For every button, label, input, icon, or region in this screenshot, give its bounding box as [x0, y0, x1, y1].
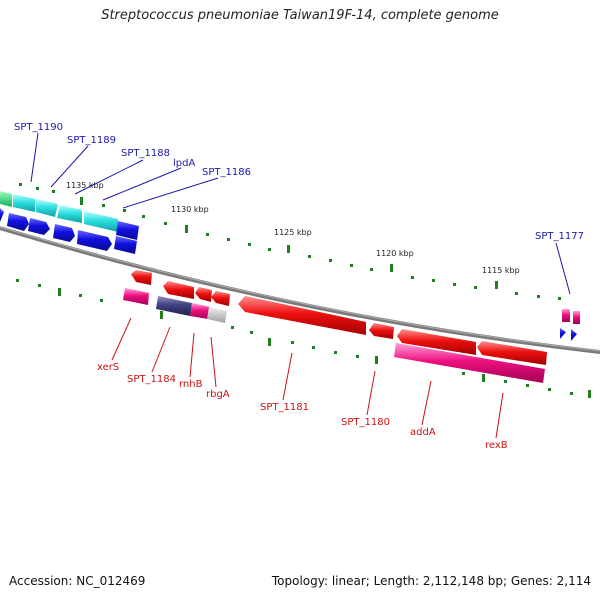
gene-label-spt-1180: SPT_1180 [341, 417, 390, 428]
genome-backbone [0, 226, 600, 354]
gene-label-spt-1190: SPT_1190 [14, 122, 63, 133]
upper-tick-row [19, 183, 561, 300]
scale-label-1130: 1130 kbp [171, 205, 209, 214]
gene-label-spt-1189: SPT_1189 [67, 135, 116, 146]
spt-1177-genes [562, 309, 580, 324]
gene-label-rnhb: rnhB [179, 379, 203, 390]
gene-label-rbga: rbgA [206, 389, 230, 400]
gene-label-spt-1181: SPT_1181 [260, 402, 309, 413]
map-title: Streptococcus pneumoniae Taiwan19F-14, c… [101, 8, 499, 23]
gene-label-spt-1177: SPT_1177 [535, 231, 584, 242]
plus-leader-lines [30, 132, 571, 295]
gene-label-spt-1188: SPT_1188 [121, 148, 170, 159]
footer-topology: Topology: linear; Length: 2,112,148 bp; … [271, 574, 591, 588]
gene-label-adda: addA [410, 427, 436, 438]
plus-strand-highlight-row [0, 191, 118, 232]
gene-label-xers: xerS [97, 362, 119, 373]
gene-label-spt-1186: SPT_1186 [202, 167, 251, 178]
scale-label-1120: 1120 kbp [376, 249, 414, 258]
scale-label-1135: 1135 kbp [66, 181, 104, 190]
scale-label-1125: 1125 kbp [274, 228, 312, 237]
gene-label-spt-1184: SPT_1184 [127, 374, 176, 385]
gene-label-rexb: rexB [485, 440, 508, 451]
lower-tick-row [16, 279, 591, 398]
footer-accession: Accession: NC_012469 [9, 574, 146, 588]
gene-label-lpda: lpdA [173, 158, 195, 169]
minus-leader-lines [111, 317, 504, 439]
minus-strand-genes [131, 270, 547, 365]
scale-label-1115: 1115 kbp [482, 266, 520, 275]
minus-strand-highlight-row [123, 288, 545, 383]
plus-strand-genes [0, 208, 577, 341]
